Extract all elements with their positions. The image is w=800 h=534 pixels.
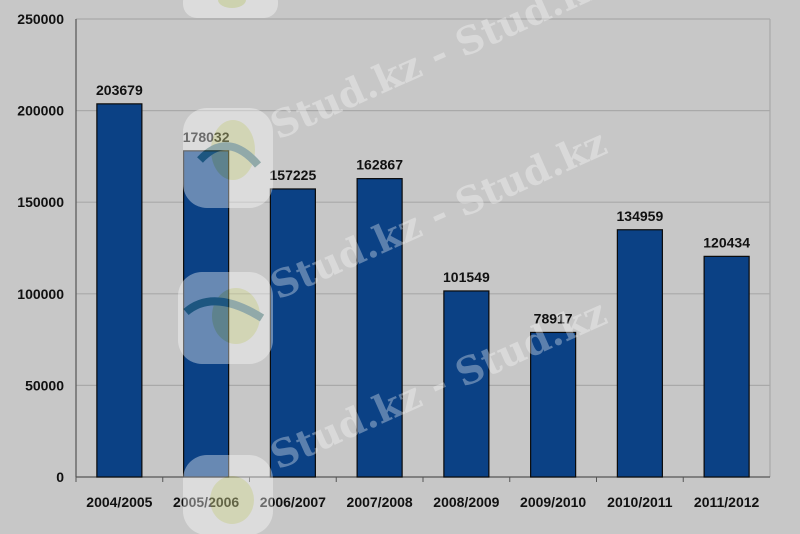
x-tick-label: 2007/2008	[347, 494, 413, 510]
data-label: 78917	[534, 310, 573, 326]
bars	[96, 103, 750, 478]
bar	[96, 103, 143, 478]
x-tick-label: 2009/2010	[520, 494, 586, 510]
x-tick-label: 2011/2012	[694, 494, 760, 510]
data-label: 101549	[443, 269, 490, 285]
y-tick-label: 100000	[17, 286, 64, 302]
bar	[356, 178, 403, 478]
data-label: 178032	[183, 129, 230, 145]
watermark-logo	[183, 108, 273, 208]
watermark-logo	[183, 0, 278, 18]
watermark-logo	[178, 272, 273, 364]
bar	[703, 255, 750, 478]
x-axis-ticks: 2004/2005 2005/2006 2006/2007 2007/2008 2008…	[75, 477, 760, 510]
watermark-text: Stud.kz - Stud.kz	[263, 0, 613, 148]
data-labels: 203679 178032 157225 162867 101549 78917 13495…	[96, 82, 750, 327]
bar	[530, 331, 577, 478]
bar	[616, 229, 663, 478]
x-tick-label: 2006/2007	[260, 494, 326, 510]
data-label: 120434	[703, 234, 750, 250]
x-tick-label: 2008/2009	[433, 494, 499, 510]
y-tick-label: 250000	[17, 11, 64, 27]
data-label: 134959	[617, 208, 664, 224]
data-label: 157225	[270, 167, 317, 183]
data-label: 203679	[96, 82, 143, 98]
bar	[443, 290, 490, 478]
y-axis-ticks: 0 50000 100000 150000 200000 250000	[17, 11, 64, 485]
y-tick-label: 200000	[17, 103, 64, 119]
data-label: 162867	[356, 157, 403, 173]
watermark-logo	[183, 455, 273, 534]
y-tick-label: 150000	[17, 194, 64, 210]
bar	[183, 150, 230, 478]
x-tick-label: 2004/2005	[86, 494, 152, 510]
bar	[269, 188, 316, 478]
y-tick-label: 0	[56, 469, 64, 485]
x-tick-label: 2005/2006	[173, 494, 239, 510]
y-tick-label: 50000	[25, 377, 64, 393]
x-tick-label: 2010/2011	[607, 494, 673, 510]
